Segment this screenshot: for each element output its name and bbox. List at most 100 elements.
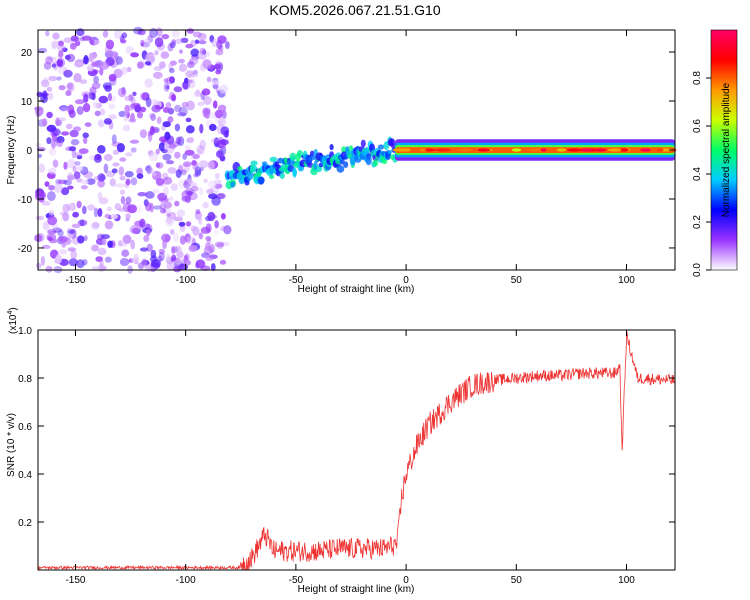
noise-blob bbox=[52, 32, 60, 40]
tone-blob bbox=[269, 174, 275, 180]
noise-blob bbox=[56, 76, 62, 81]
noise-blob bbox=[120, 39, 127, 44]
noise-blob bbox=[208, 123, 217, 132]
noise-blob bbox=[165, 254, 171, 262]
x-tick-label: -50 bbox=[289, 575, 304, 586]
noise-blob bbox=[67, 229, 76, 235]
tone-blob bbox=[360, 139, 366, 148]
tone-blob bbox=[289, 152, 297, 161]
noise-blob bbox=[193, 173, 199, 178]
noise-blob bbox=[195, 89, 201, 97]
noise-blob bbox=[120, 196, 126, 205]
noise-blob bbox=[74, 161, 81, 166]
y-tick-label: -10 bbox=[18, 195, 33, 206]
noise-blob bbox=[71, 149, 77, 159]
noise-blob bbox=[42, 221, 50, 231]
noise-blob bbox=[219, 156, 226, 162]
noise-blob bbox=[175, 169, 182, 179]
noise-blob bbox=[201, 252, 210, 258]
noise-blob bbox=[225, 41, 230, 49]
noise-blob bbox=[197, 40, 207, 45]
noise-blob bbox=[127, 204, 137, 214]
noise-blob bbox=[184, 149, 195, 156]
noise-blob bbox=[67, 185, 74, 190]
y-tick-label: 0.6 bbox=[18, 422, 32, 433]
noise-blob bbox=[118, 242, 127, 247]
colorbar-tick-label: 0.6 bbox=[692, 119, 703, 133]
noise-blob bbox=[104, 220, 114, 230]
noise-blob bbox=[203, 178, 208, 183]
noise-blob bbox=[172, 233, 179, 242]
noise-blob bbox=[196, 145, 205, 155]
noise-blob bbox=[176, 250, 184, 259]
noise-blob bbox=[47, 92, 54, 100]
noise-blob bbox=[190, 185, 199, 192]
noise-blob bbox=[155, 162, 161, 168]
noise-blob bbox=[223, 130, 229, 138]
noise-blob bbox=[146, 167, 155, 174]
noise-blob bbox=[58, 40, 64, 47]
tone-peak bbox=[593, 148, 607, 152]
noise-blob bbox=[142, 39, 151, 49]
noise-blob bbox=[72, 211, 79, 218]
noise-blob bbox=[45, 56, 54, 65]
noise-blob bbox=[122, 234, 132, 244]
noise-blob bbox=[168, 144, 177, 149]
noise-blob bbox=[125, 46, 134, 55]
noise-blob bbox=[195, 209, 201, 215]
noise-blob bbox=[55, 254, 62, 264]
noise-blob bbox=[179, 106, 188, 117]
tone-blob bbox=[230, 181, 236, 188]
noise-blob bbox=[125, 213, 131, 220]
noise-blob bbox=[77, 235, 85, 244]
noise-blob bbox=[111, 134, 117, 144]
noise-blob bbox=[126, 66, 132, 73]
noise-blob bbox=[35, 106, 44, 116]
noise-blob bbox=[74, 99, 85, 105]
x-tick-label: -100 bbox=[176, 275, 196, 286]
noise-blob bbox=[119, 189, 126, 195]
noise-blob bbox=[171, 246, 176, 255]
noise-blob bbox=[141, 50, 148, 60]
x-tick-label: 50 bbox=[511, 275, 523, 286]
noise-blob bbox=[171, 39, 177, 45]
noise-blob bbox=[76, 106, 84, 115]
noise-blob bbox=[134, 105, 142, 113]
noise-blob bbox=[72, 165, 77, 173]
noise-blob bbox=[127, 104, 135, 111]
noise-blob bbox=[48, 75, 57, 82]
noise-blob bbox=[171, 94, 177, 102]
bottom-x-axis-label: Height of straight line (km) bbox=[298, 584, 415, 595]
noise-blob bbox=[194, 169, 202, 177]
noise-blob bbox=[178, 179, 187, 189]
noise-blob bbox=[56, 58, 64, 67]
noise-blob bbox=[220, 139, 229, 146]
noise-blob bbox=[100, 234, 110, 240]
noise-blob bbox=[174, 104, 182, 113]
tone-blob bbox=[329, 144, 334, 151]
noise-blob bbox=[192, 31, 202, 38]
noise-blob bbox=[104, 213, 111, 219]
noise-blob bbox=[211, 80, 220, 86]
noise-blob bbox=[71, 223, 81, 229]
noise-blob bbox=[111, 168, 118, 174]
noise-blob bbox=[94, 110, 101, 117]
noise-blob bbox=[185, 125, 195, 134]
noise-blob bbox=[141, 258, 148, 268]
top-x-axis-label: Height of straight line (km) bbox=[298, 284, 415, 295]
noise-blob bbox=[149, 125, 155, 136]
noise-blob bbox=[91, 244, 99, 252]
noise-blob bbox=[76, 165, 83, 172]
noise-blob bbox=[131, 227, 140, 234]
noise-blob bbox=[97, 173, 106, 182]
noise-blob bbox=[220, 225, 228, 232]
noise-blob bbox=[40, 79, 50, 88]
noise-blob bbox=[49, 209, 54, 216]
bottom-x-ticks: -150 -100 -50 0 50 100 bbox=[65, 330, 635, 586]
noise-blob bbox=[162, 240, 167, 250]
noise-blob bbox=[63, 69, 73, 78]
noise-blob bbox=[179, 235, 186, 245]
noise-blob bbox=[76, 28, 85, 37]
